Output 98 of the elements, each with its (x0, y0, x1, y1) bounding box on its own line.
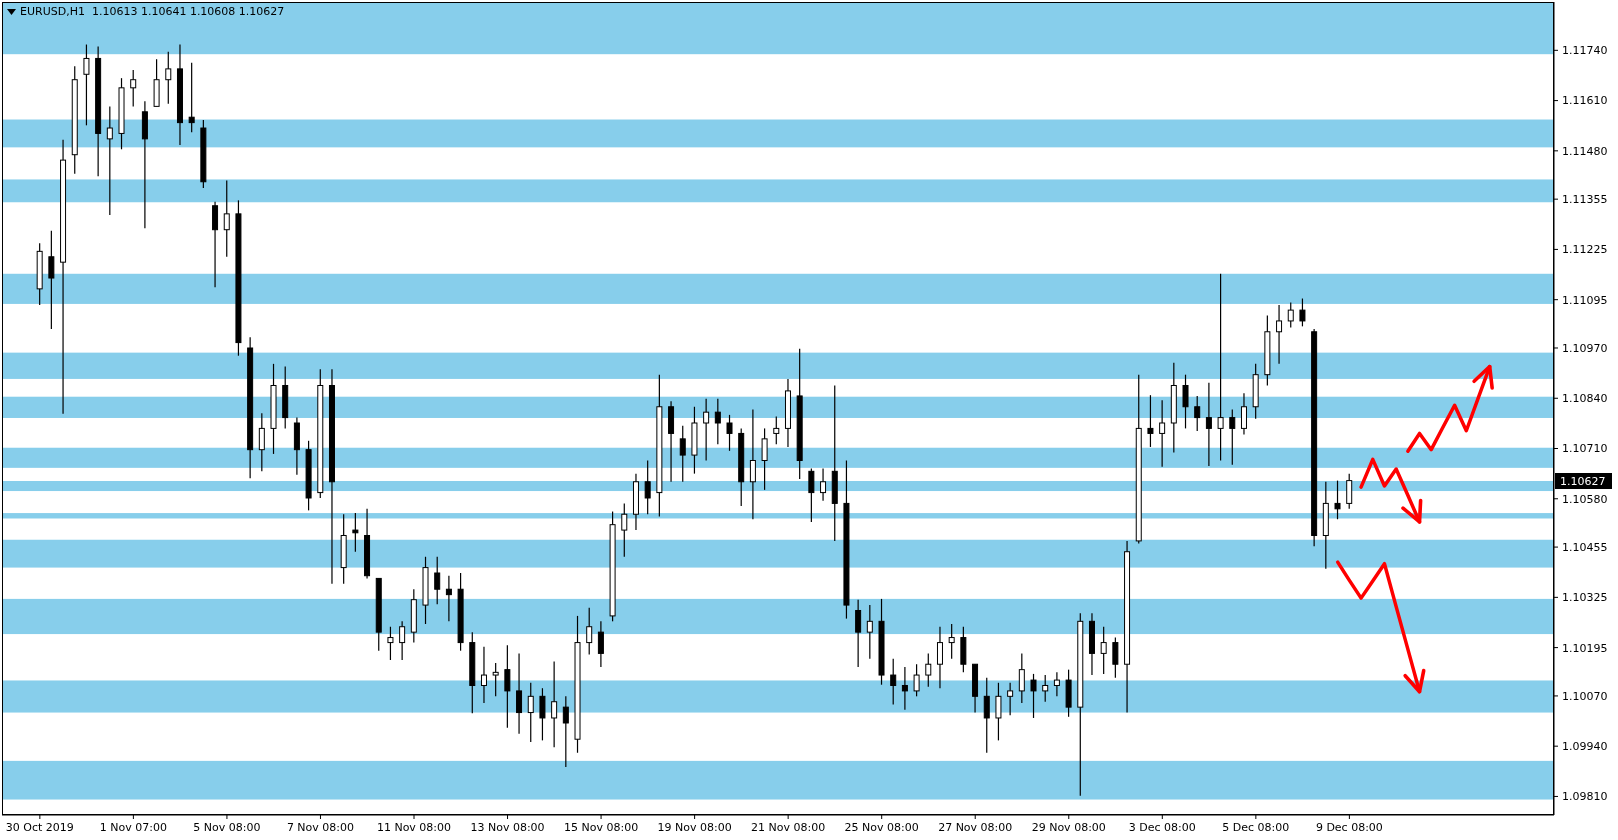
candlestick (1018, 652, 1025, 704)
candlestick (644, 459, 651, 515)
candlestick (223, 180, 230, 258)
candlestick (808, 468, 815, 523)
candlestick (399, 620, 406, 661)
candlestick (597, 620, 604, 668)
candlestick (1194, 395, 1201, 432)
y-tick-label: 1.10840 (1562, 392, 1608, 406)
candlestick (434, 556, 441, 605)
candlestick (352, 512, 359, 553)
candlestick (1346, 473, 1353, 510)
candlestick (480, 646, 487, 704)
candlestick (106, 105, 113, 216)
candlestick (901, 666, 908, 711)
y-tick-label: 1.10195 (1562, 641, 1608, 655)
candlestick (527, 682, 534, 743)
y-tick-label: 1.11095 (1562, 293, 1608, 307)
candlestick (1100, 626, 1107, 675)
x-tick-label: 9 Dec 08:00 (1315, 821, 1383, 834)
x-tick-label: 21 Nov 08:00 (751, 821, 826, 834)
candlestick (726, 414, 733, 452)
x-tick-label: 15 Nov 08:00 (563, 821, 639, 834)
candlestick (258, 412, 265, 472)
y-tick-label: 1.11480 (1562, 144, 1608, 158)
candlestick (516, 652, 523, 735)
y-tick-label: 1.10070 (1562, 689, 1608, 703)
candlestick (714, 398, 721, 445)
y-tick-label: 1.10580 (1562, 492, 1608, 506)
y-tick-label: 1.11355 (1562, 193, 1608, 207)
candlestick (948, 623, 955, 660)
candlestick (1205, 382, 1212, 467)
candlestick (212, 201, 219, 288)
x-tick-label: 19 Nov 08:00 (657, 821, 732, 834)
candlestick (1053, 671, 1060, 697)
x-tick-label: 5 Dec 08:00 (1222, 821, 1290, 834)
y-tick-label: 1.09810 (1562, 790, 1608, 804)
y-tick-label: 1.11740 (1562, 44, 1608, 58)
candlestick (1240, 392, 1247, 436)
y-tick-label: 1.11225 (1562, 243, 1608, 257)
x-tick-label: 30 Oct 2019 (5, 821, 74, 834)
x-tick-label: 11 Nov 08:00 (376, 821, 452, 834)
candlestick (820, 468, 827, 502)
x-tick-label: 5 Nov 08:00 (193, 821, 261, 834)
candlestick (913, 663, 920, 697)
candlestick (1217, 273, 1224, 462)
candlestick (1299, 297, 1306, 327)
candlestick (773, 415, 780, 445)
candlestick (504, 644, 511, 729)
x-tick-label: 13 Nov 08:00 (470, 821, 545, 834)
candlestick (130, 69, 137, 107)
candlestick (1287, 301, 1294, 329)
candlestick (761, 427, 768, 491)
x-tick-label: 27 Nov 08:00 (938, 821, 1013, 834)
candlestick (1042, 674, 1049, 703)
candlestick (936, 626, 943, 689)
candlestick (387, 626, 394, 661)
candlestick (188, 62, 195, 133)
y-tick-label: 1.09940 (1562, 740, 1608, 754)
candlestick (703, 398, 710, 462)
x-tick-label: 7 Nov 08:00 (286, 821, 355, 834)
candlestick (586, 607, 593, 656)
candlestick (1334, 480, 1341, 520)
x-tick-label: 25 Nov 08:00 (844, 821, 919, 834)
text: 1.10627 (1560, 474, 1606, 488)
candlestick (1159, 399, 1166, 468)
candlestick (1229, 408, 1236, 466)
candlestick (1147, 394, 1154, 448)
candlestick (445, 575, 452, 622)
candlestick (855, 599, 862, 668)
candlestick (925, 652, 932, 688)
candlestick (1112, 636, 1119, 679)
candlestick (165, 51, 172, 105)
candlestick (866, 604, 873, 660)
y-tick-label: 1.10325 (1562, 591, 1608, 605)
chart-title: EURUSD,H1 1.10613 1.10641 1.10608 1.10627 (20, 5, 285, 19)
candlestick (621, 502, 628, 558)
x-tick-label: 29 Nov 08:00 (1031, 821, 1106, 834)
y-tick-label: 1.11610 (1562, 94, 1608, 108)
candlestick (551, 660, 558, 748)
candlestick (562, 695, 569, 768)
candlestick (1007, 682, 1014, 716)
candlestick (749, 408, 756, 520)
y-tick-label: 1.10455 (1562, 541, 1608, 554)
candlestick (539, 687, 546, 741)
candlestick (492, 662, 499, 697)
x-tick-label: 1 Nov 07:00 (99, 821, 167, 834)
candlestick (83, 43, 90, 126)
candlestick (1030, 673, 1037, 719)
candlestick (983, 677, 990, 754)
candlestick (1276, 304, 1283, 365)
candlestick (1182, 374, 1189, 430)
candlestick (48, 230, 55, 330)
candlestick (679, 425, 686, 483)
y-tick-label: 1.10710 (1562, 442, 1608, 456)
candlestick (890, 658, 897, 706)
x-tick-label: 3 Dec 08:00 (1128, 821, 1196, 834)
candlestick (995, 682, 1002, 741)
y-tick-label: 1.10970 (1562, 341, 1608, 355)
